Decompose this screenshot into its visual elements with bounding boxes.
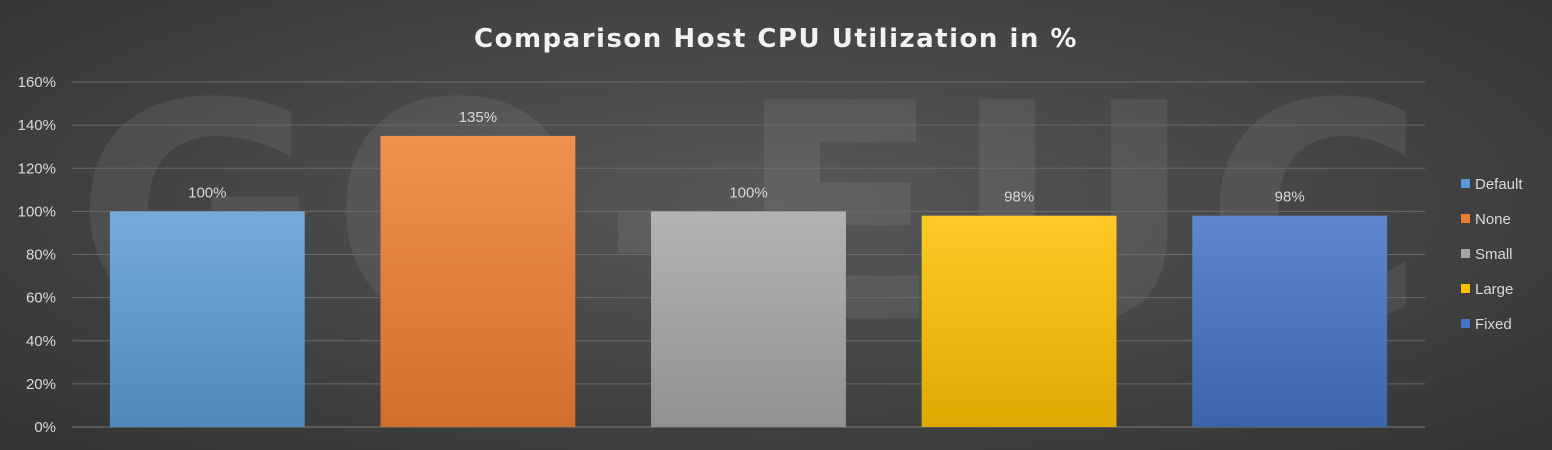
- y-tick-label: 40%: [26, 333, 56, 350]
- data-labels: 100% 135% 100% 98% 98%: [188, 109, 1305, 206]
- legend-swatch: [1461, 214, 1470, 223]
- bar-small: [651, 211, 846, 427]
- legend-label: Fixed: [1475, 316, 1512, 333]
- legend-swatch: [1461, 249, 1470, 258]
- y-axis-tick-labels: 0% 20% 40% 60% 80% 100% 120% 140% 160%: [18, 74, 56, 436]
- legend-swatch: [1461, 284, 1470, 293]
- y-tick-label: 100%: [18, 203, 56, 220]
- y-tick-label: 160%: [18, 74, 56, 91]
- y-tick-label: 0%: [34, 419, 56, 436]
- legend-item-default: Default: [1461, 176, 1523, 193]
- y-tick-label: 140%: [18, 117, 56, 134]
- legend-label: Default: [1475, 176, 1523, 193]
- y-tick-label: 20%: [26, 376, 56, 393]
- legend-label: None: [1475, 211, 1511, 228]
- legend-label: Large: [1475, 281, 1513, 298]
- data-label-large: 98%: [1004, 189, 1034, 206]
- legend-swatch: [1461, 319, 1470, 328]
- y-tick-label: 120%: [18, 160, 56, 177]
- bar-default: [109, 211, 305, 427]
- chart-title: Comparison Host CPU Utilization in %: [474, 24, 1078, 54]
- legend-swatch: [1461, 179, 1470, 188]
- data-label-small: 100%: [729, 184, 767, 201]
- y-tick-label: 60%: [26, 290, 56, 307]
- legend-label: Small: [1475, 246, 1513, 263]
- data-label-default: 100%: [188, 184, 226, 201]
- y-tick-label: 80%: [26, 247, 56, 264]
- data-label-none: 135%: [459, 109, 497, 126]
- legend: Default None Small Large Fixed: [1461, 176, 1523, 333]
- legend-item-none: None: [1461, 211, 1511, 228]
- bars: [109, 135, 1388, 427]
- bar-large: [921, 215, 1117, 427]
- legend-item-small: Small: [1461, 246, 1513, 263]
- bar-none: [380, 135, 576, 427]
- bar-fixed: [1192, 215, 1388, 427]
- legend-item-fixed: Fixed: [1461, 316, 1512, 333]
- legend-item-large: Large: [1461, 281, 1513, 298]
- data-label-fixed: 98%: [1275, 189, 1305, 206]
